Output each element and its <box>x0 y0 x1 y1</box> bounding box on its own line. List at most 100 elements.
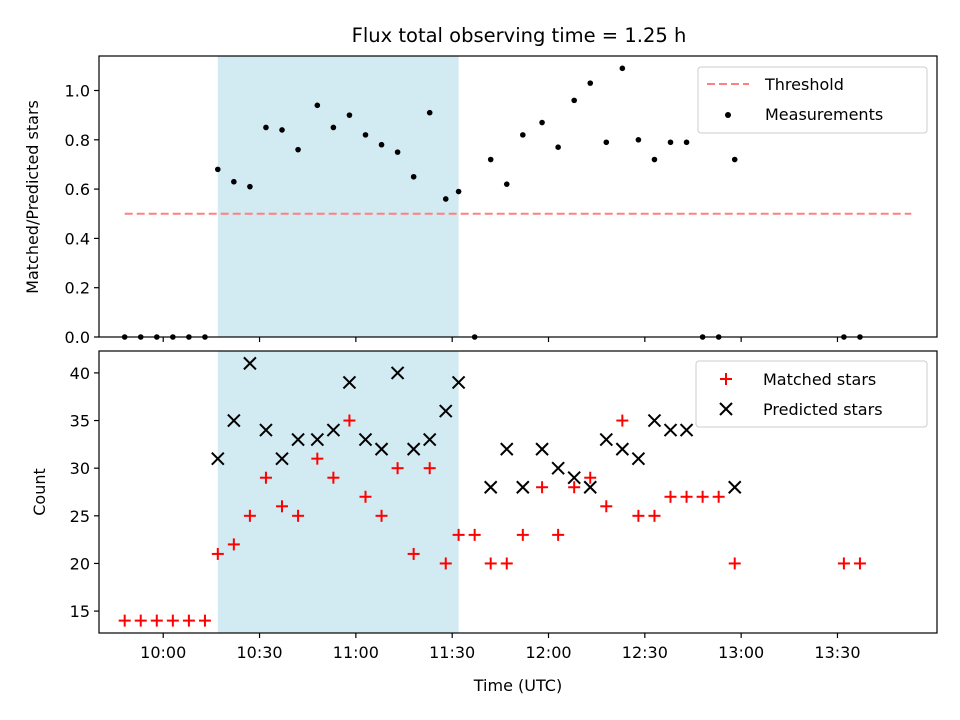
predicted-star-point <box>342 375 357 390</box>
measurement-point <box>555 144 561 151</box>
matched-star-point <box>584 471 597 484</box>
bottom-ytick-label: 30 <box>70 459 90 478</box>
bottom-ytick-label: 25 <box>70 507 90 526</box>
predicted-star-point <box>583 480 597 494</box>
matched-star-point <box>327 471 340 484</box>
predicted-star-point <box>211 451 225 466</box>
matched-star-point <box>423 462 436 475</box>
bottom-xlabel: Time (UTC) <box>473 676 562 695</box>
legend-measurements-label: Measurements <box>765 105 883 124</box>
bottom-xtick-label: 11:30 <box>429 643 475 662</box>
matched-star-point <box>516 528 529 541</box>
predicted-star-point <box>275 451 289 466</box>
matched-star-point <box>853 557 866 570</box>
matched-star-point <box>391 462 404 475</box>
top-ytick-label: 0.8 <box>65 131 90 150</box>
matched-star-point <box>632 509 645 522</box>
bottom-ytick-label: 35 <box>70 412 90 431</box>
predicted-star-point <box>551 461 565 475</box>
predicted-star-point <box>374 442 389 456</box>
measurement-point <box>603 139 610 146</box>
predicted-star-point <box>358 432 373 447</box>
predicted-star-point <box>484 480 498 494</box>
predicted-star-point <box>516 480 530 494</box>
bottom-xtick-label: 10:30 <box>236 643 282 662</box>
measurement-point <box>378 141 385 148</box>
measurement-point <box>683 139 690 146</box>
bottom-xtick-label: 12:00 <box>525 643 571 662</box>
predicted-star-point <box>291 432 305 447</box>
legend-measurements-swatch <box>725 112 731 118</box>
predicted-star-point <box>631 451 646 466</box>
predicted-star-point <box>259 423 273 437</box>
predicted-star-point <box>599 432 614 447</box>
measurement-point <box>426 109 433 116</box>
legend-threshold-label: Threshold <box>764 75 844 94</box>
matched-star-point <box>500 557 513 570</box>
top-ytick-label: 1.0 <box>65 82 90 101</box>
top-highlight-span <box>217 56 459 337</box>
matched-star-point <box>182 614 195 627</box>
matched-star-point <box>536 481 549 494</box>
measurement-point <box>231 178 237 185</box>
matched-star-point <box>343 414 356 427</box>
matched-star-point <box>243 509 256 522</box>
matched-star-point <box>648 509 661 522</box>
top-panel: 0.0 0.2 0.4 0.6 0.8 1.0 Matched/Predicted sta… <box>23 55 938 347</box>
predicted-star-point <box>439 404 453 418</box>
measurement-point <box>247 183 253 190</box>
measurement-point <box>731 156 738 163</box>
matched-star-point <box>837 557 850 570</box>
predicted-star-point <box>451 375 466 390</box>
matched-star-point <box>375 509 388 522</box>
measurement-point <box>571 97 577 104</box>
bottom-plot-frame <box>98 350 938 634</box>
bottom-panel: 15 20 25 30 35 40 10:00 10:30 11:00 11:30 12:00 12… <box>30 350 938 695</box>
predicted-star-point <box>227 413 241 428</box>
legend-matched-label: Matched stars <box>763 370 876 389</box>
measurement-point <box>346 112 353 118</box>
predicted-star-point <box>615 442 630 456</box>
bottom-xtick-label: 12:30 <box>622 643 668 662</box>
matched-star-point <box>359 490 372 503</box>
legend-predicted-swatch <box>719 402 733 416</box>
matched-star-point <box>696 490 709 503</box>
matched-star-point <box>166 614 179 627</box>
matched-star-point <box>276 500 289 513</box>
bottom-ytick-label: 40 <box>70 364 90 383</box>
measurement-point <box>587 80 594 86</box>
top-ytick-label: 0.6 <box>65 180 90 199</box>
predicted-star-point <box>243 356 257 371</box>
predicted-star-point <box>310 432 325 447</box>
predicted-star-point <box>647 413 662 428</box>
matched-star-point <box>452 528 465 541</box>
matched-star-point <box>134 614 147 627</box>
matched-star-point <box>468 528 481 541</box>
measurement-point <box>619 65 626 72</box>
measurement-point <box>667 139 674 146</box>
predicted-star-point <box>326 423 341 437</box>
measurement-point <box>503 181 510 187</box>
matched-star-point <box>664 490 677 503</box>
top-ytick-label: 0.4 <box>65 229 90 248</box>
measurement-point <box>394 149 401 155</box>
matched-star-point <box>259 471 272 484</box>
matched-star-point <box>311 452 324 465</box>
matched-star-point <box>198 614 211 627</box>
bottom-highlight-span <box>217 351 459 633</box>
measurement-point <box>279 127 285 133</box>
measurement-point <box>455 188 462 195</box>
top-ylabel: Matched/Predicted stars <box>23 100 42 294</box>
measurement-point <box>520 132 526 138</box>
measurement-point <box>214 166 221 173</box>
matched-star-point <box>407 547 420 560</box>
bottom-xtick-label: 13:00 <box>718 643 764 662</box>
measurement-point <box>651 156 658 163</box>
legend-matched-swatch <box>720 373 732 385</box>
measurement-point <box>314 102 321 109</box>
matched-star-point <box>118 614 131 627</box>
predicted-star-point <box>500 442 514 456</box>
chart-title: Flux total observing time = 1.25 h <box>352 24 687 47</box>
matched-star-point <box>616 414 629 427</box>
predicted-star-point <box>567 471 581 485</box>
